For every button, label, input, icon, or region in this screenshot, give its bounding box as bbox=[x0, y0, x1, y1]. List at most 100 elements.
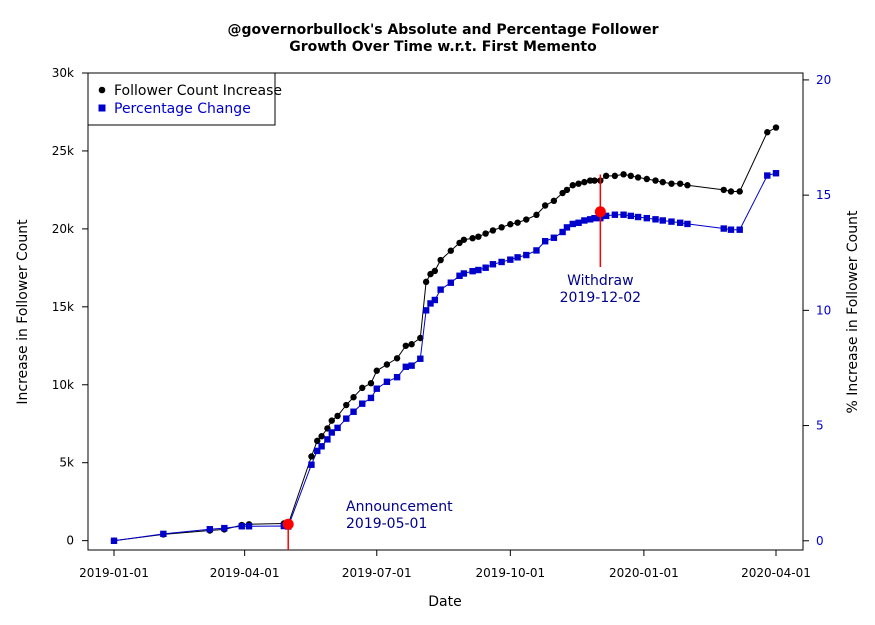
data-point-follower-count bbox=[652, 177, 659, 184]
event-marker-withdraw bbox=[594, 206, 606, 218]
x-tick-label: 2020-04-01 bbox=[741, 566, 811, 580]
data-point-follower-count bbox=[422, 278, 430, 286]
y-left-tick-label: 5k bbox=[59, 456, 74, 470]
data-point-percentage-change bbox=[764, 172, 771, 179]
data-point-percentage-change bbox=[245, 523, 253, 530]
data-point-percentage-change bbox=[469, 267, 476, 275]
data-point-percentage-change bbox=[427, 300, 434, 307]
data-point-percentage-change bbox=[523, 251, 530, 259]
y-left-axis-label: Increase in Follower Count bbox=[15, 219, 31, 405]
y-right-tick-label: 20 bbox=[816, 73, 831, 87]
data-point-follower-count bbox=[643, 175, 650, 183]
y-right-axis-label: % Increase in Follower Count bbox=[845, 210, 861, 413]
series-line-percentage-change bbox=[113, 172, 777, 542]
data-point-follower-count bbox=[447, 247, 455, 254]
plot-frame bbox=[87, 72, 804, 551]
data-point-follower-count bbox=[514, 219, 521, 226]
data-point-follower-count bbox=[659, 178, 666, 186]
data-point-percentage-change bbox=[643, 214, 650, 222]
data-point-percentage-change bbox=[602, 212, 610, 220]
chart-title-line-1: @governorbullock's Absolute and Percenta… bbox=[227, 22, 658, 38]
data-point-follower-count bbox=[475, 233, 482, 240]
data-point-follower-count bbox=[437, 256, 444, 264]
data-point-follower-count bbox=[482, 230, 489, 237]
data-point-follower-count bbox=[634, 174, 642, 181]
x-axis: 2019-01-01 2019-04-01 2019-07-01 2019-10-01… bbox=[79, 550, 811, 580]
y-right-axis: 0 5 10 15 20 bbox=[803, 73, 831, 548]
data-point-follower-count bbox=[736, 188, 743, 195]
legend-marker-percentage bbox=[98, 104, 106, 112]
data-point-percentage-change bbox=[575, 219, 582, 226]
data-point-percentage-change bbox=[328, 429, 335, 436]
y-left-axis: 0 5k 10k 15k 20k 25k 30k bbox=[52, 66, 88, 548]
y-right-tick-label: 5 bbox=[816, 419, 824, 433]
data-point-follower-count bbox=[383, 361, 391, 368]
data-point-follower-count bbox=[611, 172, 619, 180]
data-point-follower-count bbox=[359, 384, 366, 392]
y-left-tick-label: 0 bbox=[66, 534, 74, 548]
data-point-percentage-change bbox=[736, 226, 743, 233]
data-point-percentage-change bbox=[550, 234, 558, 241]
data-point-percentage-change bbox=[460, 270, 468, 277]
data-point-follower-count bbox=[308, 453, 315, 460]
x-tick-label: 2019-10-01 bbox=[475, 566, 545, 580]
data-point-percentage-change bbox=[437, 286, 444, 293]
data-point-percentage-change bbox=[373, 385, 380, 392]
data-point-follower-count bbox=[627, 172, 635, 180]
data-point-percentage-change bbox=[447, 279, 455, 286]
data-point-percentage-change bbox=[350, 408, 357, 415]
data-point-follower-count bbox=[720, 186, 727, 194]
data-point-percentage-change bbox=[591, 214, 598, 222]
data-point-follower-count bbox=[373, 367, 380, 374]
data-point-follower-count bbox=[489, 227, 497, 234]
data-point-follower-count bbox=[314, 437, 321, 445]
data-point-follower-count bbox=[575, 180, 582, 187]
data-point-follower-count bbox=[460, 236, 468, 243]
data-point-percentage-change bbox=[393, 373, 401, 381]
data-point-follower-count bbox=[408, 341, 415, 348]
data-point-follower-count bbox=[402, 342, 410, 349]
data-point-percentage-change bbox=[343, 415, 350, 422]
data-point-follower-count bbox=[581, 178, 588, 186]
series-layer bbox=[110, 124, 780, 544]
data-point-percentage-change bbox=[581, 217, 588, 224]
data-point-percentage-change bbox=[559, 228, 566, 236]
data-point-percentage-change bbox=[422, 307, 430, 314]
y-left-tick-label: 20k bbox=[52, 222, 74, 236]
data-point-percentage-change bbox=[359, 400, 366, 407]
data-point-follower-count bbox=[764, 129, 771, 136]
data-point-follower-count bbox=[343, 401, 350, 409]
legend-label-follower-count: Follower Count Increase bbox=[114, 83, 282, 99]
x-tick-label: 2019-01-01 bbox=[79, 566, 149, 580]
data-point-follower-count bbox=[393, 355, 401, 362]
data-point-follower-count bbox=[523, 216, 530, 223]
y-left-tick-label: 30k bbox=[52, 66, 74, 80]
x-tick-label: 2019-04-01 bbox=[210, 566, 280, 580]
data-point-percentage-change bbox=[563, 224, 571, 231]
series-line-follower-count bbox=[113, 127, 777, 542]
event-date-announcement: 2019-05-01 bbox=[346, 516, 427, 532]
data-point-percentage-change bbox=[514, 254, 521, 261]
data-point-percentage-change bbox=[482, 264, 489, 271]
data-point-percentage-change bbox=[334, 424, 341, 432]
data-point-percentage-change bbox=[318, 443, 325, 450]
x-tick-label: 2020-01-01 bbox=[609, 566, 679, 580]
data-point-follower-count bbox=[367, 380, 375, 387]
x-tick-label: 2019-07-01 bbox=[342, 566, 412, 580]
data-point-percentage-change bbox=[676, 219, 684, 226]
data-point-follower-count bbox=[498, 224, 505, 231]
data-point-percentage-change bbox=[684, 220, 691, 228]
data-point-follower-count bbox=[431, 267, 439, 275]
data-point-follower-count bbox=[563, 186, 571, 194]
y-left-tick-label: 15k bbox=[52, 300, 74, 314]
data-point-follower-count bbox=[772, 124, 780, 131]
data-point-follower-count bbox=[591, 177, 598, 184]
legend: Follower Count Increase Percentage Chang… bbox=[87, 72, 282, 126]
data-point-percentage-change bbox=[367, 394, 375, 402]
data-point-percentage-change bbox=[206, 526, 214, 533]
y-right-tick-label: 10 bbox=[816, 303, 831, 317]
data-point-follower-count bbox=[334, 412, 341, 420]
data-point-percentage-change bbox=[533, 247, 540, 254]
